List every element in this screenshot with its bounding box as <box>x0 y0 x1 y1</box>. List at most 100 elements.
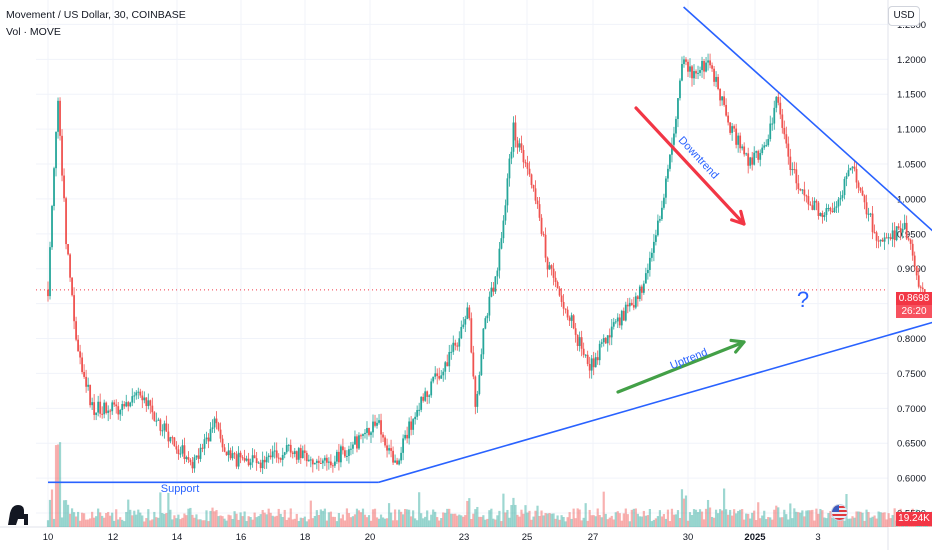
volume-bar <box>388 503 390 527</box>
x-tick-label: 23 <box>459 532 470 543</box>
candle-body <box>99 402 101 414</box>
candle-body <box>169 437 171 441</box>
candle-body <box>607 335 609 343</box>
candle-body <box>488 297 490 316</box>
candle-body <box>85 377 87 387</box>
candle-body <box>902 229 904 233</box>
us-flag-icon[interactable] <box>831 504 848 521</box>
volume-bar <box>875 519 877 527</box>
volume-bar <box>209 511 211 527</box>
bar-countdown-badge: 26:20 <box>896 305 932 318</box>
volume-bar <box>237 520 239 527</box>
volume-bar <box>661 516 663 527</box>
candle-body <box>882 240 884 242</box>
candle-body <box>601 342 603 344</box>
candle-body <box>603 338 605 342</box>
volume-bar <box>350 517 352 527</box>
volume-bar <box>420 513 422 527</box>
currency-button[interactable]: USD <box>888 6 920 26</box>
y-tick-label: 0.7000 <box>897 404 926 415</box>
candle-body <box>308 460 310 461</box>
candle-body <box>705 63 707 72</box>
volume-bar <box>378 519 380 527</box>
candle-body <box>687 62 689 72</box>
volume-bar <box>558 520 560 527</box>
volume-bar <box>506 510 508 527</box>
volume-bar <box>546 514 548 527</box>
candle-body <box>356 436 358 448</box>
candle-body <box>499 249 501 271</box>
volume-bar <box>625 509 627 527</box>
candle-body <box>119 410 121 414</box>
volume-bar <box>663 514 665 527</box>
volume-bar <box>169 510 171 527</box>
volume-bar <box>252 520 254 527</box>
volume-bar <box>358 510 360 527</box>
volume-bar <box>282 517 284 527</box>
volume-bar <box>185 515 187 527</box>
candle-body <box>543 234 545 235</box>
candle-body <box>210 429 212 441</box>
candle-body <box>890 237 892 239</box>
volume-bar <box>195 514 197 527</box>
candle-body <box>468 307 470 318</box>
volume-bar <box>442 512 444 527</box>
volume-bar <box>823 517 825 527</box>
candle-body <box>874 232 876 233</box>
candle-body <box>753 153 755 165</box>
volume-bar <box>123 521 125 527</box>
candle-body <box>418 410 420 411</box>
volume-bar <box>256 517 258 527</box>
candle-body <box>818 203 820 216</box>
candle-body <box>609 335 611 337</box>
volume-bar <box>79 521 81 527</box>
volume-bar <box>825 518 827 527</box>
volume-bar <box>803 516 805 527</box>
candle-body <box>880 240 882 241</box>
volume-bar <box>761 516 763 527</box>
candle-body <box>773 108 775 124</box>
volume-bar <box>280 514 282 527</box>
candle-body <box>521 143 523 150</box>
candle-body <box>410 421 412 429</box>
volume-bar <box>402 514 404 527</box>
candle-body <box>326 458 328 463</box>
candle-body <box>334 462 336 466</box>
candle-body <box>647 270 649 273</box>
candle-body <box>822 213 824 217</box>
candle-body <box>573 315 575 328</box>
volume-bar <box>589 510 591 527</box>
volume-bar <box>767 517 769 527</box>
volume-bar <box>504 512 506 527</box>
volume-bar <box>777 507 779 527</box>
volume-bar <box>781 517 783 527</box>
volume-bar <box>747 514 749 527</box>
volume-bar <box>344 520 346 527</box>
volume-bar <box>526 513 528 527</box>
volume-bar <box>167 493 169 527</box>
candle-body <box>420 397 422 410</box>
candle-body <box>444 362 446 371</box>
candle-body <box>585 355 587 356</box>
candle-body <box>344 450 346 456</box>
candle-body <box>701 61 703 70</box>
candle-body <box>639 287 641 299</box>
volume-bar <box>276 516 278 527</box>
volume-bar <box>181 518 183 527</box>
candle-body <box>103 403 105 415</box>
candle-body <box>232 453 234 458</box>
candle-body <box>663 198 665 208</box>
volume-bar <box>65 500 67 527</box>
volume-bar <box>334 517 336 527</box>
volume-bar <box>446 509 448 527</box>
volume-bar <box>187 509 189 527</box>
volume-bar <box>91 512 93 527</box>
volume-bar <box>520 510 522 527</box>
volume-bar <box>739 510 741 527</box>
volume-bar <box>681 489 683 527</box>
volume-bar <box>143 521 145 527</box>
volume-bar <box>745 514 747 527</box>
volume-bar <box>877 511 879 527</box>
